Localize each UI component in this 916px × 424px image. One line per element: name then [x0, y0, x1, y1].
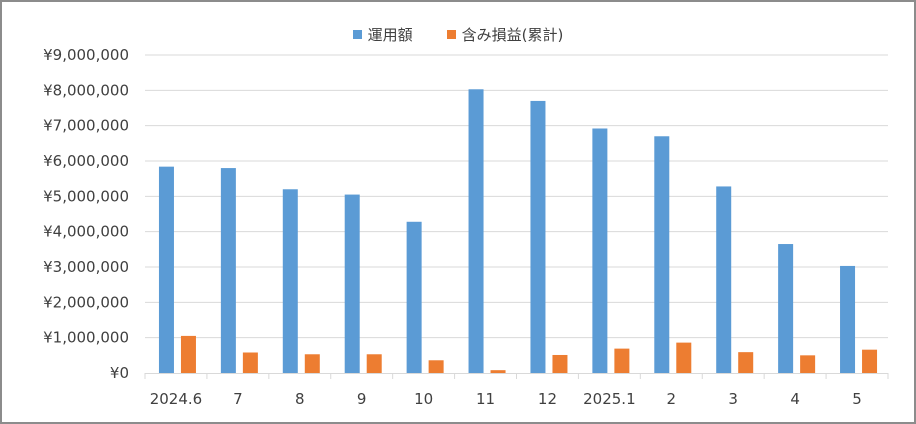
bar-series-1	[530, 100, 546, 373]
x-tick-label: 10	[414, 390, 433, 408]
y-tick-label: ¥4,000,000	[43, 223, 129, 241]
bar-series-1	[406, 221, 422, 373]
y-tick-label: ¥6,000,000	[43, 152, 129, 170]
y-tick-label: ¥5,000,000	[43, 187, 129, 205]
bar-series-2	[366, 354, 382, 373]
x-tick-label: 2024.6	[150, 390, 203, 408]
y-tick-label: ¥8,000,000	[43, 81, 129, 99]
y-tick-label: ¥7,000,000	[43, 117, 129, 135]
bar-series-1	[344, 194, 360, 373]
x-tick-label: 5	[852, 390, 862, 408]
x-tick-label: 7	[233, 390, 243, 408]
bar-series-1	[592, 128, 608, 373]
legend-swatch-series-2	[446, 29, 456, 39]
bar-series-2	[738, 352, 754, 373]
bar-series-2	[862, 349, 878, 373]
bar-series-2	[428, 360, 444, 373]
y-tick-label: ¥1,000,000	[43, 329, 129, 347]
bar-series-1	[220, 168, 236, 373]
x-tick-label: 8	[295, 390, 305, 408]
bar-series-1	[716, 186, 732, 373]
legend-swatch-series-1	[352, 29, 362, 39]
legend-item-series-2: 含み損益(累計)	[446, 24, 564, 45]
x-tick-label: 4	[790, 390, 800, 408]
bar-series-2	[490, 370, 506, 373]
legend: 運用額 含み損益(累計)	[2, 22, 914, 46]
bar-series-1	[778, 244, 794, 373]
bar-series-1	[282, 189, 298, 373]
bar-series-2	[304, 354, 320, 373]
legend-label-series-1: 運用額	[367, 25, 413, 44]
x-tick-label: 9	[357, 390, 367, 408]
x-tick-label: 2	[667, 390, 677, 408]
bar-series-2	[552, 354, 568, 373]
x-tick-label: 3	[728, 390, 738, 408]
y-tick-label: ¥0	[110, 364, 129, 382]
bar-series-2	[676, 342, 692, 373]
x-tick-label: 2025.1	[583, 390, 636, 408]
y-tick-label: ¥3,000,000	[43, 258, 129, 276]
x-tick-label: 11	[476, 390, 495, 408]
legend-item-series-1: 運用額	[352, 24, 413, 45]
bar-series-2	[614, 348, 630, 373]
bar-series-1	[468, 89, 484, 374]
y-tick-label: ¥2,000,000	[43, 293, 129, 311]
bar-series-2	[800, 355, 816, 373]
bar-series-1	[840, 265, 856, 373]
bar-series-1	[654, 136, 670, 373]
y-tick-label: ¥9,000,000	[43, 46, 129, 64]
bar-series-2	[242, 352, 258, 373]
x-tick-label: 12	[538, 390, 557, 408]
legend-label-series-2: 含み損益(累計)	[461, 25, 564, 44]
bar-series-1	[158, 166, 174, 373]
bar-series-2	[180, 335, 196, 373]
